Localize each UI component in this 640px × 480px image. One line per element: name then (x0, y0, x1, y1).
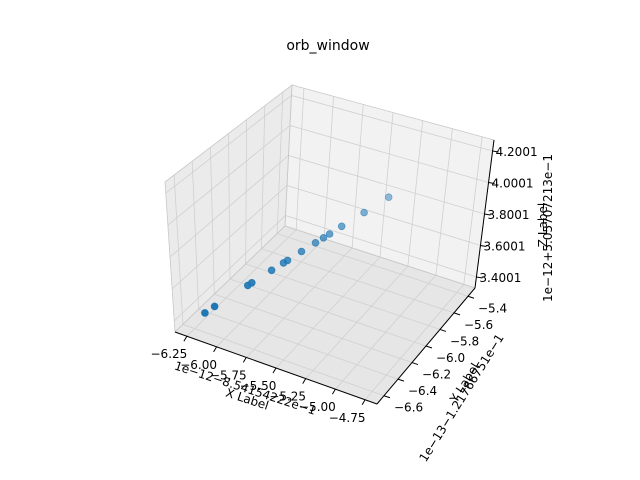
x-tick-mark (361, 399, 366, 406)
data-point (297, 247, 306, 256)
x-tick-mark (302, 378, 307, 384)
y-tick-mark (383, 395, 391, 399)
y-tick-label: −5.8 (450, 334, 479, 348)
back-pane (285, 85, 494, 288)
y-tick-mark (467, 295, 475, 299)
x-tick-label: −5.75 (210, 368, 247, 382)
y-tick-label: −6.2 (422, 368, 451, 382)
data-point (360, 208, 368, 217)
data-point (210, 302, 219, 311)
data-point (201, 309, 209, 317)
x-tick-mark (242, 357, 247, 363)
z-tick-label: 3.6001 (484, 240, 526, 254)
z-tick-label: 3.8001 (488, 208, 530, 222)
z-tick-mark (492, 150, 499, 153)
y-tick-label: −5.6 (464, 318, 493, 332)
data-point (319, 234, 328, 242)
z-tick-mark (488, 182, 495, 184)
y-tick-mark (439, 328, 447, 332)
y-tick-label: −5.4 (478, 301, 507, 315)
data-point (337, 222, 346, 231)
z-tick-label: 3.4001 (479, 271, 521, 285)
chart-title: orb_window (286, 38, 369, 54)
z-tick-mark (484, 213, 491, 216)
y-tick-label: −6.6 (394, 401, 423, 415)
z-tick-label: 4.0001 (492, 177, 534, 191)
data-points (201, 193, 393, 317)
y-tick-label: −6.4 (408, 384, 437, 398)
data-point (325, 230, 334, 238)
x-tick-label: −5.25 (269, 390, 306, 404)
x-tick-mark (331, 388, 336, 395)
data-point (311, 239, 320, 247)
z-axis-offset-text: 1e−12+5.05707213e−1 (541, 154, 555, 302)
x-tick-mark (213, 346, 218, 353)
tick-labels: −6.25−6.00−5.75−5.50−5.25−5.00−4.75 −6.6 −… (151, 145, 538, 425)
y-tick-mark (397, 378, 405, 382)
data-point (267, 266, 276, 275)
z-tick-mark (476, 276, 483, 279)
x-tick-mark (272, 367, 277, 374)
z-axis-label: Z Label (536, 203, 550, 247)
x-tick-label: −4.75 (329, 411, 366, 425)
z-tick-mark (480, 244, 487, 247)
x-tick-label: −6.00 (180, 358, 217, 372)
x-tick-label: −6.25 (151, 347, 188, 361)
data-point (283, 256, 292, 265)
x-tick-label: −5.00 (299, 400, 336, 414)
y-tick-mark (425, 345, 433, 349)
x-tick-label: −5.50 (240, 379, 277, 393)
y-tick-label: −6.0 (436, 351, 465, 365)
data-point (384, 193, 393, 202)
x-tick-mark (183, 335, 188, 342)
z-tick-label: 4.2001 (496, 145, 538, 159)
data-point (248, 278, 256, 287)
y-tick-mark (453, 312, 461, 316)
y-tick-mark (411, 362, 419, 366)
